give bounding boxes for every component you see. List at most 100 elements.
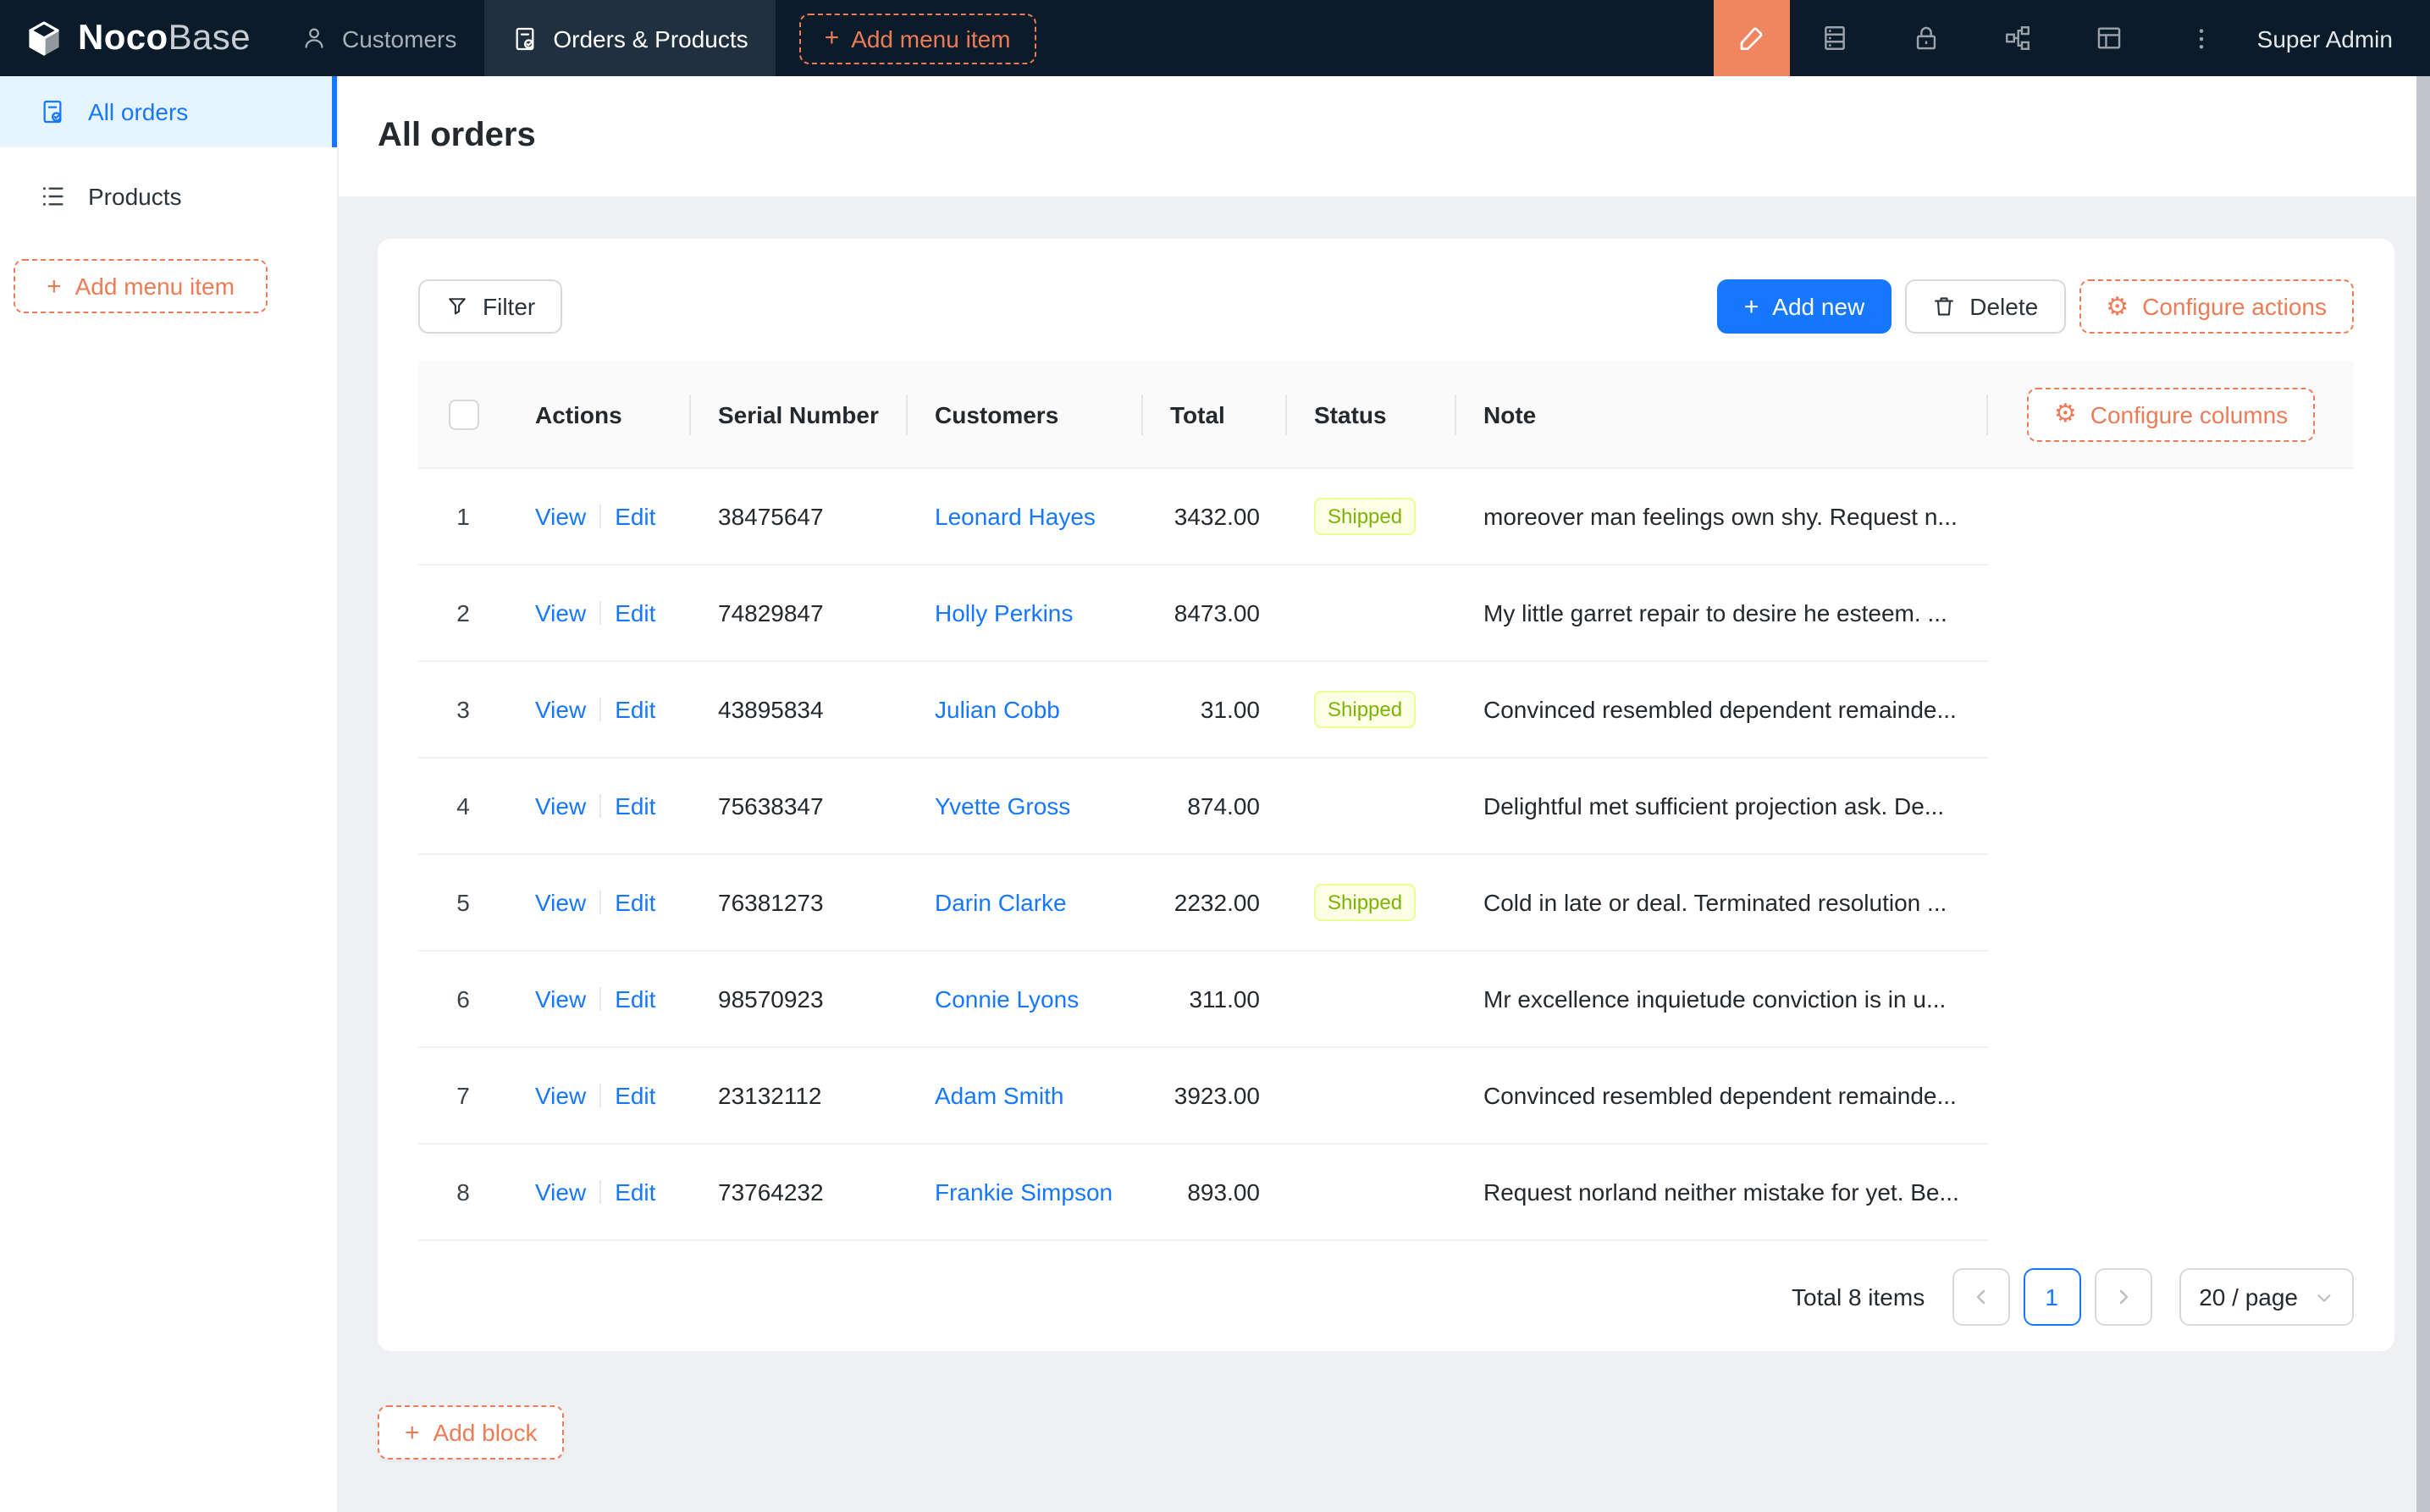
sidebar-item-all-orders[interactable]: All orders [0,76,337,147]
edit-link[interactable]: Edit [615,1082,656,1109]
table-header: Actions Serial Number Customers Total St… [418,361,2354,469]
delete-button[interactable]: Delete [1905,279,2066,334]
edit-link[interactable]: Edit [615,792,656,819]
total-cell: 893.00 [1143,1144,1287,1241]
column-header-customers: Customers [908,361,1143,469]
table-body: 1 View Edit 38475647 Leonard Hayes 3432.00 Shi… [418,468,2354,1241]
note-cell: My little garret repair to desire he est… [1456,565,1988,662]
page-1-button[interactable]: 1 [2023,1268,2081,1326]
action-divider [599,601,602,625]
collections-manager-button[interactable] [1790,0,1881,76]
serial-number-cell: 76381273 [691,854,908,952]
table-row: 4 View Edit 75638347 Yvette Gross 874.00 Delig… [418,758,2354,855]
total-cell: 3923.00 [1143,1047,1287,1145]
row-actions-cell: View Edit [508,661,691,759]
note-cell: Convinced resembled dependent remainde..… [1456,661,1988,759]
nav-tab-orders-products[interactable]: Orders & Products [483,0,776,76]
logo-text: NocoBase [78,18,251,57]
status-cell: Shipped [1287,468,1456,566]
previous-page-button[interactable] [1952,1268,2010,1326]
plus-icon: + [405,1418,420,1447]
gear-icon: ⚙ [2053,400,2077,428]
status-cell [1287,1144,1456,1241]
workflow-button[interactable] [1973,0,2064,76]
filter-label: Filter [483,293,536,320]
row-actions-cell: View Edit [508,1047,691,1145]
serial-number-cell: 75638347 [691,758,908,855]
customer-cell: Yvette Gross [908,758,1143,855]
edit-link[interactable]: Edit [615,696,656,723]
note-cell: Mr excellence inquietude conviction is i… [1456,951,1988,1048]
column-header-total: Total [1143,361,1287,469]
customer-link[interactable]: Leonard Hayes [935,503,1096,530]
view-link[interactable]: View [535,1082,587,1109]
customer-link[interactable]: Julian Cobb [935,696,1060,723]
filter-button[interactable]: Filter [418,279,563,334]
more-menu-button[interactable] [2156,0,2247,76]
row-index-cell: 7 [418,1047,508,1145]
toolbar-actions: + Add new Delete ⚙ [1716,279,2354,334]
view-link[interactable]: View [535,599,587,626]
table-row: 7 View Edit 23132112 Adam Smith 3923.00 Convin… [418,1047,2354,1145]
chevron-right-icon [2119,1289,2128,1305]
page-title: All orders [378,117,536,154]
pagination: Total 8 items 1 20 / page [418,1268,2354,1326]
select-all-checkbox[interactable] [448,399,478,429]
status-cell: Shipped [1287,661,1456,759]
edit-link[interactable]: Edit [615,503,656,530]
configure-columns-header-cell: ⚙ Configure columns [1988,361,2354,469]
total-cell: 311.00 [1143,951,1287,1048]
table-row: 2 View Edit 74829847 Holly Perkins 8473.00 My … [418,565,2354,662]
view-link[interactable]: View [535,696,587,723]
status-badge: Shipped [1314,691,1417,728]
add-new-button[interactable]: + Add new [1716,279,1892,334]
edit-link[interactable]: Edit [615,599,656,626]
table-row: 1 View Edit 38475647 Leonard Hayes 3432.00 Shi… [418,468,2354,566]
add-menu-item-button-navbar[interactable]: + Add menu item [798,13,1036,63]
sidebar-item-products[interactable]: Products [0,161,337,232]
row-index-cell: 3 [418,661,508,759]
view-link[interactable]: View [535,792,587,819]
main-area: All orders Filter + Add new [337,76,2430,1512]
sidebar: All orders Products + Add menu item [0,76,339,1512]
add-block-button[interactable]: + Add block [378,1405,565,1460]
edit-link[interactable]: Edit [615,1178,656,1206]
view-link[interactable]: View [535,1178,587,1206]
highlighter-icon [1740,27,1763,51]
row-actions-cell: View Edit [508,951,691,1048]
user-menu[interactable]: Super Admin [2256,25,2393,52]
nav-tab-customers[interactable]: Customers [274,0,483,76]
sidebar-item-label: Products [88,183,182,210]
layout-settings-button[interactable] [2064,0,2156,76]
customer-link[interactable]: Connie Lyons [935,985,1080,1013]
column-header-note: Note [1456,361,1988,469]
view-link[interactable]: View [535,889,587,916]
customer-link[interactable]: Darin Clarke [935,889,1067,916]
access-control-button[interactable] [1881,0,1973,76]
note-cell: Request norland neither mistake for yet.… [1456,1144,1988,1241]
configure-actions-button[interactable]: ⚙ Configure actions [2079,279,2354,334]
database-icon [1825,26,1846,50]
edit-link[interactable]: Edit [615,889,656,916]
scrollbar[interactable] [2416,76,2430,1512]
customer-cell: Leonard Hayes [908,468,1143,566]
partition-icon [2006,26,2030,50]
configure-columns-button[interactable]: ⚙ Configure columns [2026,387,2316,441]
edit-link[interactable]: Edit [615,985,656,1013]
add-block-label: Add block [433,1419,538,1446]
nocobase-logo[interactable]: NocoBase [0,0,274,76]
customer-link[interactable]: Adam Smith [935,1082,1064,1109]
view-link[interactable]: View [535,985,587,1013]
customer-link[interactable]: Yvette Gross [935,792,1071,819]
page-size-select[interactable]: 20 / page [2179,1268,2354,1326]
view-link[interactable]: View [535,503,587,530]
customer-link[interactable]: Frankie Simpson [935,1178,1113,1206]
add-menu-item-button-sidebar[interactable]: + Add menu item [14,259,268,313]
next-page-button[interactable] [2094,1268,2152,1326]
action-divider [599,698,602,721]
action-divider [599,987,602,1011]
customer-link[interactable]: Holly Perkins [935,599,1074,626]
note-cell: Convinced resembled dependent remainde..… [1456,1047,1988,1145]
layout-icon [2098,27,2121,49]
ui-editor-button[interactable] [1713,0,1790,76]
